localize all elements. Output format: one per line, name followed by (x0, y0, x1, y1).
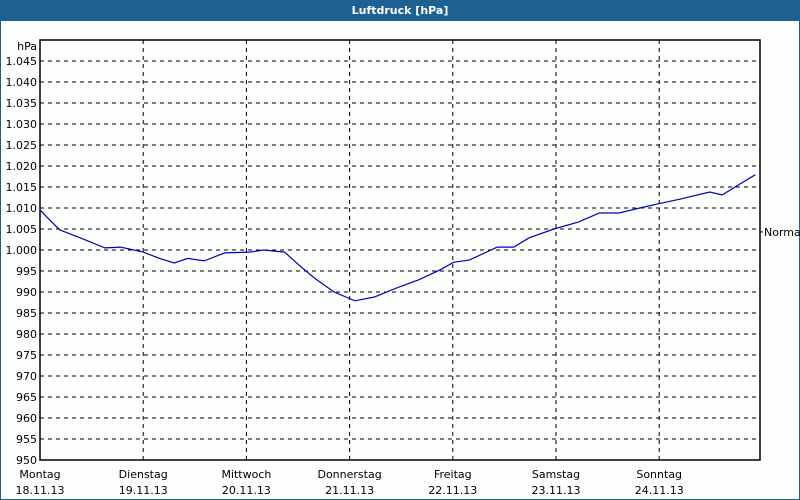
x-tick-day-label: Sonntag (636, 468, 682, 481)
y-tick-label: 1.040 (6, 76, 38, 89)
y-tick-label: 1.015 (6, 181, 38, 194)
normal-reference-label: Normal (764, 226, 800, 239)
chart-title: Luftdruck [hPa] (1, 1, 799, 21)
y-tick-label: 975 (16, 349, 37, 362)
y-tick-label: 1.035 (6, 97, 38, 110)
x-tick-day-label: Donnerstag (317, 468, 381, 481)
y-tick-label: 1.005 (6, 223, 38, 236)
y-tick-label: 955 (16, 433, 37, 446)
x-tick-date-label: 19.11.13 (119, 484, 168, 497)
y-tick-label: 950 (16, 454, 37, 467)
y-tick-label: 1.010 (6, 202, 38, 215)
y-tick-label: 1.045 (6, 55, 38, 68)
x-tick-date-label: 21.11.13 (325, 484, 374, 497)
x-tick-day-label: Freitag (434, 468, 472, 481)
y-tick-label: 960 (16, 412, 37, 425)
y-axis-unit-label: hPa (17, 40, 37, 53)
y-tick-label: 965 (16, 391, 37, 404)
y-tick-label: 970 (16, 370, 37, 383)
pressure-line-series (39, 174, 756, 302)
x-tick-date-label: 23.11.13 (532, 484, 581, 497)
y-tick-label: 990 (16, 286, 37, 299)
x-tick-date-label: 22.11.13 (428, 484, 477, 497)
y-tick-label: 985 (16, 307, 37, 320)
y-tick-label: 1.020 (6, 160, 38, 173)
x-tick-date-label: 24.11.13 (635, 484, 684, 497)
x-tick-date-label: 20.11.13 (222, 484, 271, 497)
x-tick-day-label: Samstag (532, 468, 580, 481)
y-tick-label: 1.030 (6, 118, 38, 131)
y-tick-label: 995 (16, 265, 37, 278)
x-tick-day-label: Montag (19, 468, 60, 481)
y-tick-label: 1.000 (6, 244, 38, 257)
x-tick-day-label: Dienstag (119, 468, 168, 481)
x-tick-date-label: 18.11.13 (16, 484, 65, 497)
y-tick-label: 1.025 (6, 139, 38, 152)
y-tick-label: 980 (16, 328, 37, 341)
x-tick-day-label: Mittwoch (221, 468, 271, 481)
